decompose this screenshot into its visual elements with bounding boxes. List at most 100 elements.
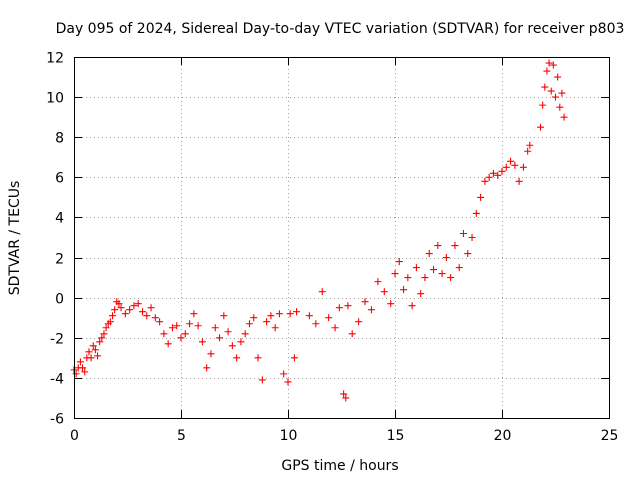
data-point xyxy=(556,103,564,111)
data-point xyxy=(203,364,211,372)
data-point xyxy=(211,324,219,332)
data-point xyxy=(258,376,266,384)
data-point xyxy=(207,350,215,358)
y-tick-label: 2 xyxy=(55,252,64,268)
data-point xyxy=(117,304,125,312)
data-point xyxy=(335,304,343,312)
data-point xyxy=(198,338,206,346)
data-point xyxy=(121,310,129,318)
data-point xyxy=(241,330,249,338)
data-point xyxy=(143,312,151,320)
data-point xyxy=(481,177,489,185)
data-point xyxy=(87,354,95,362)
x-tick-label: 5 xyxy=(177,428,186,444)
y-axis-label: SDTVAR / TECUs xyxy=(7,181,23,296)
data-point xyxy=(79,364,87,372)
data-point xyxy=(543,67,551,75)
data-point xyxy=(387,300,395,308)
data-point xyxy=(194,322,202,330)
data-point xyxy=(425,250,433,258)
data-point xyxy=(459,229,467,237)
data-point xyxy=(305,312,313,320)
data-point xyxy=(106,318,114,326)
data-point xyxy=(331,324,339,332)
data-points xyxy=(70,59,568,402)
data-point xyxy=(554,73,562,81)
y-tick-label: 10 xyxy=(46,91,64,107)
data-point xyxy=(173,322,181,330)
data-point xyxy=(250,314,258,322)
data-point xyxy=(111,306,119,314)
data-point xyxy=(91,346,99,354)
data-point xyxy=(220,312,228,320)
data-point xyxy=(151,314,159,322)
data-point xyxy=(430,266,438,274)
data-point xyxy=(519,163,527,171)
grid-lines xyxy=(74,57,609,418)
data-point xyxy=(391,270,399,278)
x-tick-label: 10 xyxy=(280,428,298,444)
data-point xyxy=(400,286,408,294)
data-point xyxy=(537,123,545,131)
x-axis-label: GPS time / hours xyxy=(281,458,398,474)
y-tick-label: 6 xyxy=(55,171,64,187)
data-point xyxy=(355,318,363,326)
x-tick-label: 15 xyxy=(387,428,405,444)
data-point xyxy=(284,378,292,386)
data-point xyxy=(468,234,476,241)
data-point xyxy=(438,270,446,278)
data-point xyxy=(552,93,559,101)
data-point xyxy=(312,320,320,328)
data-point xyxy=(177,334,185,342)
data-point xyxy=(541,83,549,91)
data-point xyxy=(412,264,420,272)
data-point xyxy=(502,163,510,171)
chart-title: Day 095 of 2024, Sidereal Day-to-day VTE… xyxy=(56,21,625,37)
data-point xyxy=(290,354,298,362)
data-point xyxy=(72,370,80,378)
data-point xyxy=(126,306,134,314)
data-point xyxy=(85,348,93,356)
data-point xyxy=(494,171,502,179)
data-point xyxy=(348,330,356,338)
data-point xyxy=(286,310,294,318)
data-point xyxy=(237,338,245,346)
data-point xyxy=(507,157,515,165)
data-point xyxy=(498,167,506,175)
data-point xyxy=(361,298,369,306)
data-point xyxy=(98,334,106,342)
data-point xyxy=(254,354,262,362)
data-point xyxy=(408,302,416,310)
data-point xyxy=(267,312,275,320)
data-point xyxy=(147,304,155,312)
data-point xyxy=(76,358,84,366)
data-point xyxy=(160,330,168,338)
data-point xyxy=(515,177,523,185)
data-point xyxy=(271,324,279,332)
data-point xyxy=(96,338,104,346)
data-point xyxy=(374,278,382,286)
data-point xyxy=(181,330,189,338)
data-point xyxy=(280,370,288,378)
data-point xyxy=(102,324,110,332)
data-point xyxy=(190,310,198,318)
y-tick-label: 12 xyxy=(46,51,64,67)
data-point xyxy=(367,306,375,314)
tick-labels: 0 5 10 15 20 25 -6 -4 -2 0 2 4 6 8 10 12 xyxy=(46,51,618,445)
y-tick-label: 0 xyxy=(55,292,64,308)
data-point xyxy=(164,340,172,348)
y-tick-label: -6 xyxy=(50,412,64,428)
data-point xyxy=(186,320,194,328)
data-point xyxy=(340,390,348,398)
data-point xyxy=(447,274,455,282)
data-point xyxy=(325,314,333,322)
data-point xyxy=(134,300,142,308)
y-tick-label: 4 xyxy=(55,211,64,227)
data-point xyxy=(115,300,123,308)
data-point xyxy=(275,310,283,318)
data-point xyxy=(451,242,459,250)
data-point xyxy=(485,173,493,181)
data-point xyxy=(417,290,425,298)
data-point xyxy=(526,141,534,149)
